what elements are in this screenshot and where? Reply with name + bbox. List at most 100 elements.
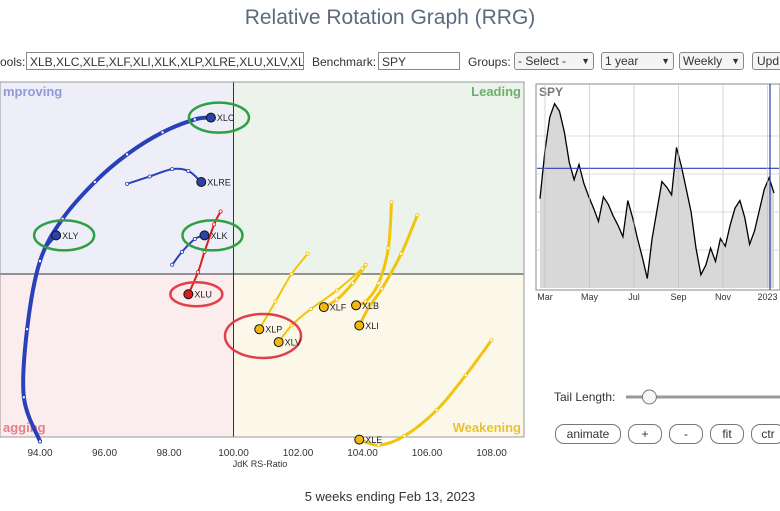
x-tick-label: 106.00 [412,448,443,459]
xli-tail-point [379,286,384,291]
xlc-head-marker[interactable] [205,112,216,123]
groups-select[interactable]: - Select - ▼ [514,52,594,70]
xlf-head-marker[interactable] [318,302,329,313]
xle-tail-point [402,433,407,438]
xlp-label: XLP [265,325,282,335]
slider-handle[interactable] [641,389,657,405]
x-tick-label: 108.00 [476,448,507,459]
footer-caption: 5 weeks ending Feb 13, 2023 [304,489,476,504]
spy-area [540,103,774,288]
xly-tail-point [25,327,30,332]
xlk-tail-point [179,249,184,254]
leading-label: Leading [471,84,521,99]
xli-tail-point [366,305,371,310]
xlu-tail-point [218,209,223,214]
xlb-tail-point [363,299,368,304]
xle-head-marker[interactable] [354,434,365,445]
frequency-select[interactable]: Weekly ▼ [679,52,744,70]
xlv-tail-point [334,288,339,293]
xly-tail-point [38,259,43,264]
xlu-label: XLU [194,290,212,300]
toolbar: ools: XLB,XLC,XLE,XLF,XLI,XLK,XLP,XLRE,X… [0,52,780,74]
spy-x-tick-label: Jul [628,292,640,302]
xle-tail-point [376,443,381,448]
frequency-select-value: Weekly [683,54,723,68]
xlb-head-marker[interactable] [351,300,362,311]
improving-label: mproving [3,84,62,99]
xlre-tail-point [170,167,175,172]
xlf-tail-point [334,297,339,302]
x-tick-label: 94.00 [27,448,52,459]
xlv-tail-point [360,266,365,271]
leading-quadrant [233,82,524,274]
xlp-highlight-ellipse [223,312,303,360]
xlre-label: XLRE [207,178,231,188]
zoom-in-button[interactable]: + [628,424,662,444]
update-button[interactable]: Upd [752,52,780,70]
period-select[interactable]: 1 year ▼ [601,52,674,70]
x-tick-label: 98.00 [156,448,181,459]
animate-button[interactable]: animate [555,424,621,444]
tail-length-slider[interactable] [626,389,780,405]
x-axis-ticks: 94.00 96.00 98.00 100.00 102.00 104.00 106.00 1… [27,448,507,459]
xli-head-marker[interactable] [354,320,365,331]
xlre-tail-point [125,181,130,186]
xlk-highlight-ellipse [181,219,244,252]
xlc-label: XLC [217,113,235,123]
zoom-out-button[interactable]: - [669,424,703,444]
xlb-label: XLB [362,301,379,311]
xlk-head-marker[interactable] [199,230,210,241]
weakening-label: Weakening [453,420,521,435]
chevron-down-icon: ▼ [661,56,670,66]
lagging-quadrant [0,274,234,437]
xle-tail-point [434,408,439,413]
xlk-label: XLK [210,231,227,241]
xli-label: XLI [365,321,379,331]
x-tick-label: 96.00 [92,448,117,459]
xlb-tail-point [386,246,391,251]
xlf-tail [322,263,368,309]
xly-head-marker[interactable] [51,230,62,241]
xly-tail-point [38,439,43,444]
xle-tail-point [489,338,494,343]
rrg-tails [21,115,494,448]
benchmark-input[interactable]: SPY [378,52,460,70]
xlb-tail-point [376,281,381,286]
x-tick-label: 102.00 [283,448,314,459]
xlc-highlight-ellipse [187,101,251,134]
fit-button[interactable]: fit [710,424,744,444]
xlre-head-marker[interactable] [196,177,207,187]
xli-tail-point [415,213,420,218]
spy-x-tick-label: 2023 [757,292,777,302]
xlv-head-marker[interactable] [273,337,284,348]
spy-x-tick-label: Sep [670,292,686,302]
period-select-value: 1 year [605,54,639,68]
xlc-tail-point [192,117,197,122]
xly-highlight-ellipse [32,219,96,252]
xle-tail-point [463,373,468,378]
xlu-head-marker[interactable] [183,289,194,300]
groups-label: Groups: [468,55,511,69]
spy-mini-chart: SPY Mar May Jul Sep Nov 2023 [535,83,780,302]
xlk-tail-point [192,237,197,242]
center-button[interactable]: ctr [751,424,780,444]
xlre-tail-point [186,168,191,173]
xlp-tail-point [273,299,278,304]
xlc-tail-point [160,130,165,135]
xlc-tail-point [92,179,97,184]
xlk-tail-point [170,262,175,267]
xlv-tail-point [289,323,294,328]
symbols-input[interactable]: XLB,XLC,XLE,XLF,XLI,XLK,XLP,XLRE,XLU,XLV… [26,52,304,70]
symbols-label: ools: [0,55,26,69]
xlre-tail-point [147,174,152,179]
xlb-tail-point [389,200,394,205]
spy-x-tick-label: Nov [715,292,732,302]
tail-length-label: Tail Length: [554,390,616,404]
xlp-tail-point [305,251,310,256]
spy-label: SPY [539,85,563,99]
xlp-head-marker[interactable] [254,324,265,335]
chevron-down-icon: ▼ [731,56,740,66]
xlu-highlight-ellipse [169,280,224,308]
x-tick-label: 100.00 [218,448,249,459]
